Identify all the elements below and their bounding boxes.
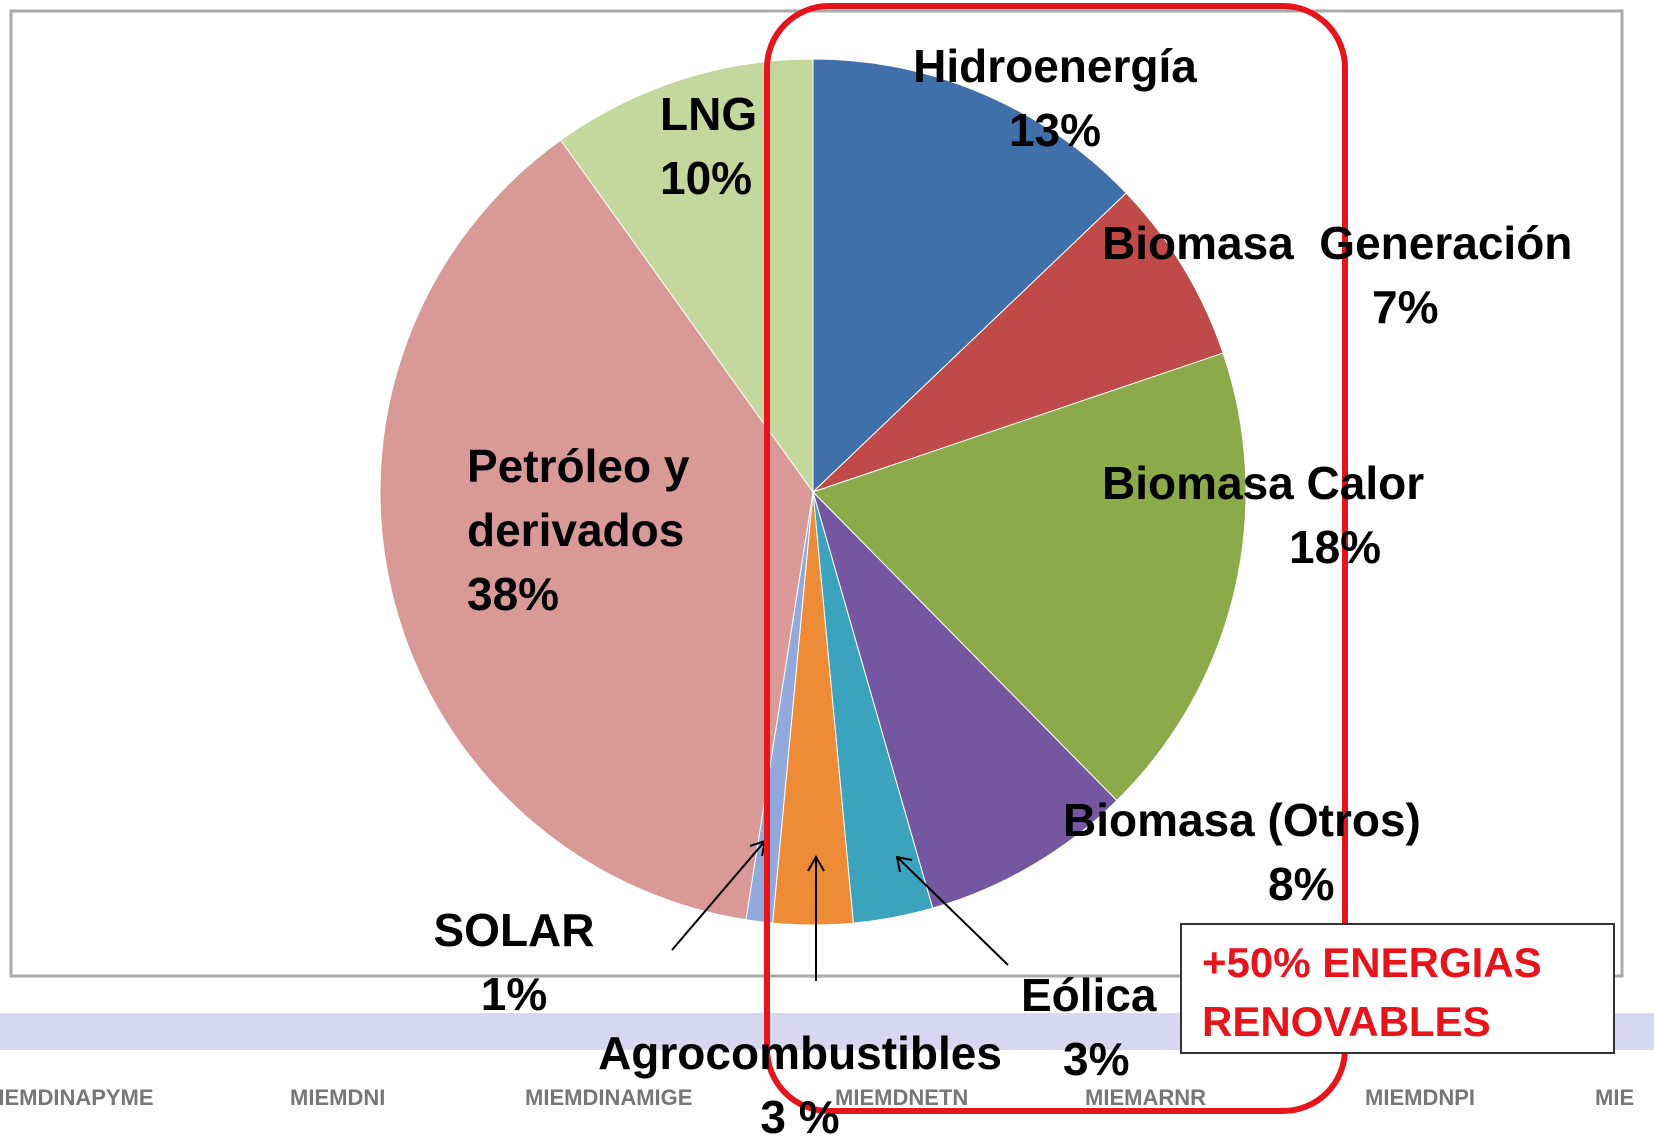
arrow-head bbox=[807, 854, 825, 872]
footer-logo: MIEMDNPI bbox=[1365, 1085, 1475, 1110]
footer-logo: MIEMDINAPYME bbox=[0, 1085, 154, 1110]
arrow-head bbox=[895, 855, 913, 873]
category-label: Biomasa Calor bbox=[1102, 457, 1425, 509]
pie-slice bbox=[559, 58, 814, 494]
footer-logo: MIEMDNETN bbox=[835, 1085, 969, 1110]
category-label: Agrocombustibles bbox=[598, 1027, 1002, 1079]
slice-label: Petróleo y derivados 38% bbox=[467, 434, 767, 626]
category-label: Petróleo y derivados bbox=[467, 440, 690, 556]
value-label: 3% bbox=[1063, 1033, 1130, 1085]
pie-slice bbox=[812, 58, 1127, 494]
value-label: 7% bbox=[1372, 281, 1439, 333]
slice-label: Biomasa (Otros) 8% bbox=[1063, 788, 1483, 916]
category-label: Eólica bbox=[1021, 969, 1157, 1021]
category-label: Biomasa Generación bbox=[1102, 217, 1573, 269]
slice-label: Eólica 3% bbox=[1021, 963, 1221, 1091]
highlight-frame bbox=[764, 3, 1348, 1114]
arrow bbox=[896, 856, 1009, 966]
slice-label: Hidroenergía 13% bbox=[855, 34, 1255, 162]
annotation: +50% ENERGIAS RENOVABLES bbox=[1180, 923, 1615, 1054]
arrow bbox=[671, 840, 766, 951]
category-label: Hidroenergía bbox=[913, 40, 1197, 92]
value-label: 1% bbox=[480, 968, 548, 1020]
footer-logo: MIEMARNR bbox=[1085, 1085, 1206, 1110]
category-label: LNG bbox=[660, 88, 758, 140]
value-label: 13% bbox=[1008, 104, 1102, 156]
value-label: 18% bbox=[1289, 521, 1382, 573]
pie-slice bbox=[379, 139, 814, 921]
slice-label: Biomasa Generación 7% bbox=[1102, 211, 1642, 339]
value-label: 10% bbox=[660, 152, 753, 204]
footer-logo: MIEMDNI bbox=[290, 1085, 386, 1110]
pie-slice bbox=[812, 352, 1247, 802]
value-label: 38% bbox=[467, 568, 560, 620]
value-label: 8% bbox=[1268, 858, 1335, 910]
slice-label: LNG 10% bbox=[660, 82, 780, 210]
pie-slice bbox=[812, 192, 1224, 493]
pie bbox=[379, 58, 1247, 926]
footer-logo: MIE bbox=[1595, 1085, 1635, 1110]
category-label: Biomasa (Otros) bbox=[1063, 794, 1421, 846]
footer-logo: MIEMDINAMIGE bbox=[525, 1085, 693, 1110]
slice-label: Biomasa Calor 18% bbox=[1102, 451, 1502, 579]
category-label: SOLAR bbox=[433, 904, 595, 956]
slice-label: Agrocombustibles 3 % bbox=[560, 1021, 1040, 1139]
slice-label: SOLAR 1% bbox=[414, 898, 614, 1026]
arrows bbox=[671, 839, 1009, 981]
value-label: 3 % bbox=[760, 1091, 840, 1139]
